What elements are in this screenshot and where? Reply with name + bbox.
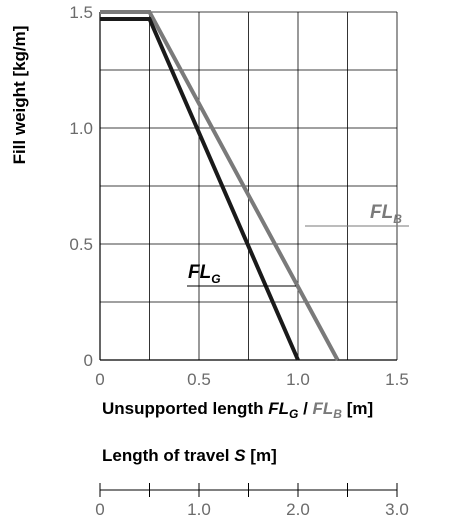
secondary-axis: 0 1.0 2.0 3.0: [95, 483, 409, 519]
series-lines: [100, 10, 340, 361]
series-label-fl-g-main: FL: [188, 262, 211, 283]
secondary-axis-title: Length of travel S [m]: [102, 446, 277, 465]
secondary-axis-title-text: Length of travel: [102, 446, 234, 465]
series-label-fl-g-sub: G: [211, 272, 220, 286]
y-tick-label: 1.5: [69, 3, 93, 22]
svg-text:FLB: FLB: [370, 202, 402, 226]
x-tick-label: 1.0: [286, 370, 310, 389]
axis-ticks: 0 0.5 1.0 1.5 0 0.5 1.0 1.5: [69, 3, 408, 389]
x-axis-title: Unsupported length FLG / FLB [m]: [102, 399, 373, 421]
svg-text:FLG: FLG: [188, 262, 221, 286]
series-label-fl-b-sub: B: [393, 212, 402, 226]
secondary-axis-tick-label: 1.0: [187, 500, 211, 519]
grid: [99, 11, 398, 361]
x-axis-title-text: Unsupported length: [102, 399, 268, 418]
y-tick-label: 0: [84, 351, 93, 370]
x-axis-title-fl-b: FL: [313, 399, 334, 418]
y-tick-label: 0.5: [69, 235, 93, 254]
x-axis-title-sub-g: G: [289, 407, 298, 421]
y-axis-title: Fill weight [kg/m]: [10, 26, 29, 165]
secondary-axis-title-unit: [m]: [246, 446, 277, 465]
secondary-axis-tick-label: 3.0: [385, 500, 409, 519]
x-tick-label: 0.5: [187, 370, 211, 389]
x-axis-title-sub-b: B: [333, 407, 342, 421]
secondary-axis-title-s: S: [234, 446, 246, 465]
series-label-fl-b: FLB: [305, 202, 409, 227]
x-tick-label: 1.5: [385, 370, 409, 389]
series-label-fl-g: FLG: [187, 262, 296, 287]
y-tick-label: 1.0: [69, 119, 93, 138]
x-axis-title-fl-g: FL: [268, 399, 289, 418]
series-line-fl-b: [100, 10, 340, 361]
x-tick-label: 0: [95, 370, 104, 389]
secondary-axis-tick-label: 2.0: [286, 500, 310, 519]
x-axis-title-unit: [m]: [342, 399, 373, 418]
series-label-fl-b-main: FL: [370, 202, 393, 223]
series-line-fl-g: [100, 17, 300, 361]
secondary-axis-tick-label: 0: [95, 500, 104, 519]
x-axis-title-slash: /: [298, 399, 312, 418]
